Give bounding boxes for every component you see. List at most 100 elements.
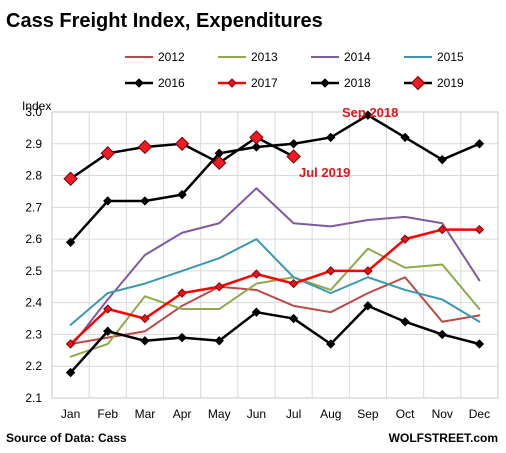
- data-point-2017: [437, 224, 447, 235]
- data-point-2017: [363, 266, 373, 276]
- legend-marker: [227, 78, 237, 88]
- series-line-2014: [69, 187, 481, 349]
- data-point-2018: [140, 196, 150, 206]
- x-tick-label: Aug: [320, 407, 341, 421]
- data-point-2017: [288, 278, 299, 289]
- data-point-2016: [288, 313, 299, 324]
- x-tick-label: Feb: [97, 407, 118, 421]
- legend-label: 2015: [437, 50, 464, 64]
- data-point-2017: [326, 266, 336, 276]
- data-point-2018: [437, 154, 447, 165]
- y-axis-label: Index: [22, 99, 51, 113]
- legend-item-2015: 2015: [404, 50, 464, 64]
- legend-label: 2014: [344, 50, 371, 64]
- data-point-2018: [400, 132, 410, 143]
- x-tick-label: Dec: [469, 407, 490, 421]
- legend-label: 2016: [158, 76, 185, 90]
- legend-item-2012: 2012: [125, 50, 185, 64]
- data-point-2018: [288, 139, 299, 149]
- y-tick-label: 2.6: [25, 232, 42, 246]
- data-point-2016: [326, 339, 336, 349]
- y-tick-label: 2.5: [25, 264, 42, 278]
- series-line-2016: [69, 304, 481, 374]
- legend-label: 2012: [158, 50, 185, 64]
- legend-item-2016: 2016: [125, 76, 185, 90]
- series-line-2012: [69, 276, 481, 345]
- data-point-2019: [212, 155, 227, 171]
- x-tick-label: Jan: [61, 407, 80, 421]
- legend-label: 2018: [344, 76, 371, 90]
- legend-item-2019: 2019: [404, 75, 464, 91]
- data-point-2016: [363, 301, 373, 311]
- legend-label: 2017: [251, 76, 278, 90]
- x-tick-label: Nov: [432, 407, 453, 421]
- data-point-2017: [65, 339, 76, 349]
- data-point-2016: [400, 317, 410, 327]
- chart-title: Cass Freight Index, Expenditures: [6, 10, 323, 32]
- series-2015: [69, 238, 481, 326]
- x-tick-label: Jun: [247, 407, 266, 421]
- y-tick-label: 2.2: [25, 359, 42, 373]
- x-tick-label: Mar: [135, 407, 156, 421]
- data-point-2018: [65, 237, 76, 247]
- data-point-2016: [65, 367, 76, 378]
- legend-item-2013: 2013: [218, 50, 278, 64]
- data-point-2019: [63, 171, 78, 186]
- data-point-2019: [286, 149, 301, 164]
- data-point-2018: [251, 142, 262, 152]
- series-2014: [69, 187, 481, 349]
- legend-item-2018: 2018: [311, 76, 371, 90]
- data-point-2017: [400, 234, 410, 244]
- data-point-2017: [103, 304, 113, 314]
- series-2016: [65, 301, 485, 378]
- legend-marker: [410, 75, 426, 91]
- legend-marker: [320, 78, 330, 88]
- legend: 2012 2013 2014 2015 2016 2017 2018 2019: [125, 50, 464, 91]
- data-point-2018: [103, 196, 113, 206]
- data-point-2016: [177, 332, 187, 343]
- plot-area: 2.1 2.2 2.3 2.4 2.5 2.6 2.7 2.8 2.9 3.0 Jan Feb Mar A…: [25, 105, 499, 421]
- data-point-2017: [251, 269, 262, 279]
- data-point-2017: [214, 282, 224, 292]
- data-point-2019: [249, 130, 264, 145]
- legend-label: 2019: [437, 76, 464, 90]
- data-point-2017: [474, 224, 485, 235]
- data-point-2018: [177, 189, 187, 200]
- y-tick-label: 2.9: [25, 137, 42, 151]
- x-tick-label: Oct: [396, 407, 415, 421]
- series-2012: [69, 276, 481, 345]
- series-line-2013: [69, 247, 481, 358]
- series-line-2018: [69, 113, 481, 244]
- data-point-2019: [100, 146, 115, 161]
- data-point-2019: [174, 136, 190, 151]
- data-point-2018: [363, 110, 373, 120]
- data-point-2016: [140, 336, 150, 346]
- y-tick-label: 3.0: [25, 105, 42, 119]
- x-tick-label: Sep: [357, 407, 379, 421]
- x-tick-label: Jul: [286, 407, 301, 421]
- brand-label: WOLFSTREET.com: [389, 431, 498, 445]
- data-point-2016: [103, 326, 113, 336]
- x-tick-label: Apr: [173, 407, 192, 421]
- source-note: Source of Data: Cass: [6, 431, 127, 445]
- series-line-2015: [69, 238, 481, 326]
- y-tick-label: 2.1: [25, 391, 42, 405]
- legend-label: 2013: [251, 50, 278, 64]
- data-point-2017: [177, 288, 187, 298]
- data-point-2017: [140, 313, 150, 324]
- x-tick-label: May: [208, 407, 231, 421]
- series-2018: [65, 110, 485, 247]
- series-2017: [65, 224, 485, 349]
- data-point-2016: [214, 336, 224, 346]
- y-tick-label: 2.3: [25, 327, 42, 341]
- annotation-sep-2018: Sep 2018: [342, 105, 398, 120]
- data-point-2016: [474, 339, 485, 349]
- series-2019: [63, 130, 301, 186]
- data-point-2016: [251, 307, 262, 317]
- y-tick-label: 2.8: [25, 169, 42, 183]
- legend-item-2017: 2017: [218, 76, 278, 90]
- legend-item-2014: 2014: [311, 50, 371, 64]
- data-point-2019: [137, 139, 153, 155]
